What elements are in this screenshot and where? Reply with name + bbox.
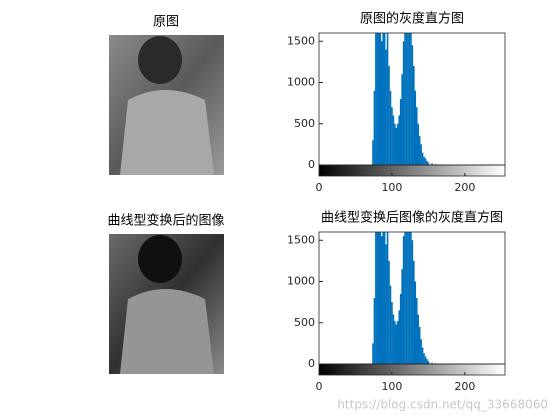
axes-box — [318, 231, 506, 365]
y-tick-label: 1500 — [287, 233, 315, 246]
image-title: 曲线型变换后的图像 — [107, 213, 224, 229]
chart-title: 原图的灰度直方图 — [360, 11, 464, 27]
x-tick-label: 0 — [316, 380, 323, 393]
colorbar — [318, 164, 506, 177]
y-tick-label: 500 — [294, 316, 315, 329]
y-tick-label: 1000 — [287, 275, 315, 288]
y-tick-label: 1000 — [287, 76, 315, 89]
y-tick-label: 1500 — [287, 34, 315, 47]
x-tick-label: 100 — [381, 181, 402, 194]
y-tick-label: 0 — [308, 357, 315, 370]
image-title: 原图 — [153, 15, 179, 30]
colorbar — [318, 363, 506, 376]
photo — [109, 35, 224, 175]
watermark: https://blog.csdn.net/qq_33668060 — [337, 398, 548, 412]
chart-title: 曲线型变换后图像的灰度直方图 — [321, 210, 503, 226]
x-tick-label: 200 — [454, 380, 475, 393]
photo — [109, 234, 224, 374]
axes-box — [318, 32, 506, 166]
y-tick-label: 500 — [294, 117, 315, 130]
y-tick-label: 0 — [308, 158, 315, 171]
x-tick-label: 200 — [454, 181, 475, 194]
stems — [372, 33, 452, 165]
x-tick-label: 0 — [316, 181, 323, 194]
x-tick-label: 100 — [381, 380, 402, 393]
stems — [372, 232, 452, 364]
